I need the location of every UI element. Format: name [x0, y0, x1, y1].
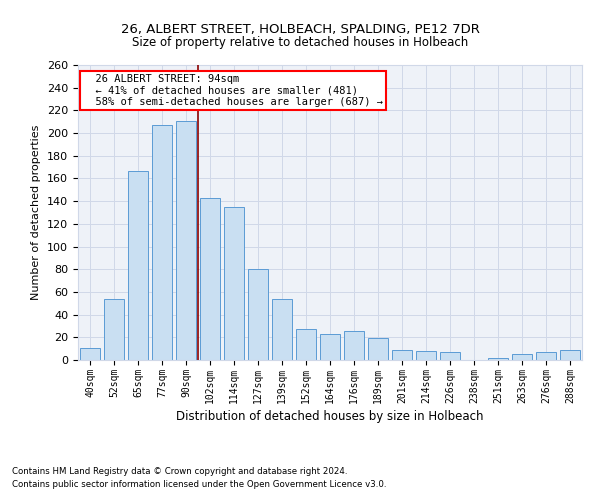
Bar	[104, 298, 124, 360]
Bar	[152, 125, 172, 360]
Bar	[296, 330, 316, 360]
Text: Size of property relative to detached houses in Holbeach: Size of property relative to detached ho…	[132, 36, 468, 49]
Bar	[488, 358, 508, 360]
Bar	[320, 334, 340, 360]
X-axis label: Distribution of detached houses by size in Holbeach: Distribution of detached houses by size …	[176, 410, 484, 423]
Bar	[344, 330, 364, 360]
Bar	[128, 170, 148, 360]
Bar	[512, 354, 532, 360]
Bar	[176, 120, 196, 360]
Bar	[368, 338, 388, 360]
Bar	[248, 269, 268, 360]
Bar	[560, 350, 580, 360]
Bar	[392, 350, 412, 360]
Bar	[80, 348, 100, 360]
Bar	[272, 298, 292, 360]
Bar	[536, 352, 556, 360]
Text: Contains public sector information licensed under the Open Government Licence v3: Contains public sector information licen…	[12, 480, 386, 489]
Bar	[416, 351, 436, 360]
Bar	[200, 198, 220, 360]
Text: Contains HM Land Registry data © Crown copyright and database right 2024.: Contains HM Land Registry data © Crown c…	[12, 467, 347, 476]
Bar	[440, 352, 460, 360]
Bar	[224, 207, 244, 360]
Y-axis label: Number of detached properties: Number of detached properties	[31, 125, 41, 300]
Text: 26, ALBERT STREET, HOLBEACH, SPALDING, PE12 7DR: 26, ALBERT STREET, HOLBEACH, SPALDING, P…	[121, 22, 479, 36]
Text: 26 ALBERT STREET: 94sqm
  ← 41% of detached houses are smaller (481)
  58% of se: 26 ALBERT STREET: 94sqm ← 41% of detache…	[83, 74, 383, 107]
